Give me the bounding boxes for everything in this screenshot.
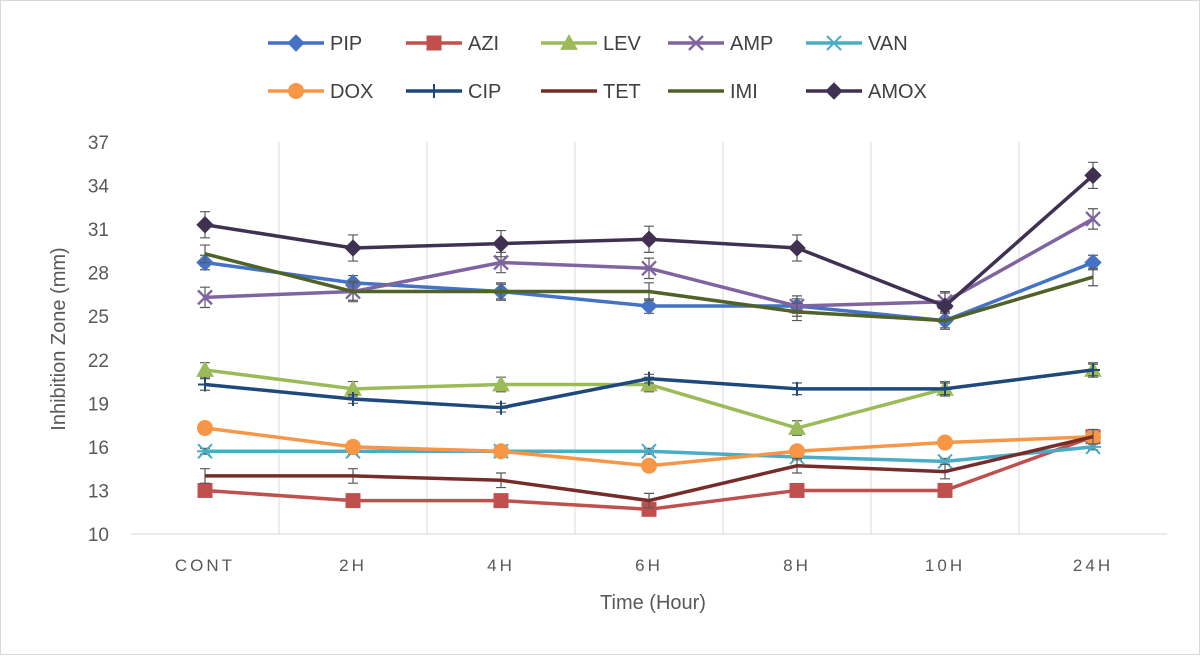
x-tick-label: 8H <box>783 556 811 575</box>
legend-marker <box>826 35 842 51</box>
data-point <box>640 230 658 248</box>
series-line <box>205 435 1094 503</box>
data-point <box>936 297 954 315</box>
legend-marker <box>825 82 843 100</box>
legend-item-tet: TET <box>541 81 641 103</box>
data-point <box>345 493 361 509</box>
series-group <box>196 161 1102 517</box>
legend-item-van: VAN <box>806 33 908 55</box>
axes: 10 13 16 19 22 25 28 31 34 37 CONT 2H 4H 6H 8H 10H 24H <box>88 133 1167 575</box>
y-tick-label: 16 <box>88 438 109 459</box>
data-point <box>492 234 510 253</box>
series-azi <box>197 429 1101 517</box>
data-point <box>641 443 657 459</box>
legend-item-amp: AMP <box>668 33 773 55</box>
y-tick-label: 34 <box>88 177 110 198</box>
series-imi <box>200 244 1098 330</box>
y-tick-label: 22 <box>88 351 109 372</box>
series-tet <box>200 428 1098 509</box>
data-point <box>937 434 953 451</box>
data-point <box>346 391 360 406</box>
x-tick-label: 2H <box>339 556 367 575</box>
legend-item-imi: IMI <box>668 81 758 103</box>
data-point <box>197 420 213 437</box>
data-point <box>196 360 214 377</box>
series-cip <box>198 362 1100 415</box>
data-point <box>642 371 656 386</box>
y-tick-label: 31 <box>88 220 109 241</box>
legend-marker <box>688 35 704 51</box>
x-axis-title: Time (Hour) <box>600 592 706 614</box>
data-point <box>197 289 213 306</box>
data-point <box>1085 211 1101 227</box>
y-tick-label: 25 <box>88 307 109 328</box>
data-point <box>197 482 213 498</box>
series-line <box>204 252 1094 323</box>
gridlines <box>278 142 1020 534</box>
data-point <box>493 493 509 509</box>
legend-item-lev: LEV <box>541 33 641 55</box>
data-point <box>198 377 212 392</box>
data-point <box>788 418 806 435</box>
legend-marker <box>426 35 442 51</box>
legend-label: PIP <box>330 33 362 55</box>
x-tick-label: 10H <box>925 556 965 575</box>
legend-label: AMOX <box>868 81 927 103</box>
legend-item-amox: AMOX <box>806 81 927 103</box>
legend-item-dox: DOX <box>268 81 373 103</box>
series-amox <box>196 161 1102 320</box>
data-point <box>788 239 806 257</box>
legend-marker <box>427 84 441 98</box>
y-axis-title: Inhibition Zone (mm) <box>48 247 70 430</box>
x-tick-label: CONT <box>175 556 235 575</box>
data-point <box>493 443 509 460</box>
error-bar <box>200 244 210 264</box>
y-tick-label: 13 <box>88 481 109 502</box>
legend-marker <box>287 34 305 52</box>
data-point <box>640 297 658 315</box>
data-point <box>938 381 952 396</box>
x-tick-label: 4H <box>487 556 515 575</box>
data-point <box>1086 362 1100 377</box>
data-point <box>641 457 657 474</box>
legend-label: DOX <box>330 81 373 103</box>
legend-marker <box>288 83 304 99</box>
data-point <box>196 216 214 234</box>
legend-item-azi: AZI <box>406 33 499 55</box>
legend-label: AZI <box>468 33 499 55</box>
legend-label: IMI <box>730 81 758 103</box>
legend-marker <box>560 33 578 50</box>
legend-label: CIP <box>468 81 501 103</box>
data-point <box>197 443 213 459</box>
data-point <box>790 381 804 396</box>
y-tick-label: 10 <box>88 525 109 546</box>
data-point <box>493 254 509 271</box>
legend-item-cip: CIP <box>406 81 501 103</box>
data-point <box>1084 166 1102 185</box>
data-point <box>641 260 657 277</box>
error-bar <box>1088 267 1098 287</box>
legend: PIP AZI LEV AMP VAN DOX CIP TET IMI AMOX <box>268 33 927 103</box>
data-point <box>494 400 508 415</box>
y-tick-label: 28 <box>88 264 109 285</box>
data-point <box>937 482 953 498</box>
data-point <box>937 453 953 470</box>
data-point <box>789 443 805 460</box>
data-point <box>345 438 361 455</box>
data-point <box>492 375 510 392</box>
legend-label: LEV <box>603 33 641 55</box>
x-tick-label: 6H <box>635 556 663 575</box>
legend-label: TET <box>603 81 641 103</box>
data-point <box>789 482 805 498</box>
legend-label: VAN <box>868 33 908 55</box>
x-tick-label: 24H <box>1073 556 1113 575</box>
y-tick-label: 19 <box>88 394 109 415</box>
legend-item-pip: PIP <box>268 33 362 55</box>
legend-label: AMP <box>730 33 773 55</box>
y-tick-label: 37 <box>88 133 109 154</box>
data-point <box>344 239 362 257</box>
